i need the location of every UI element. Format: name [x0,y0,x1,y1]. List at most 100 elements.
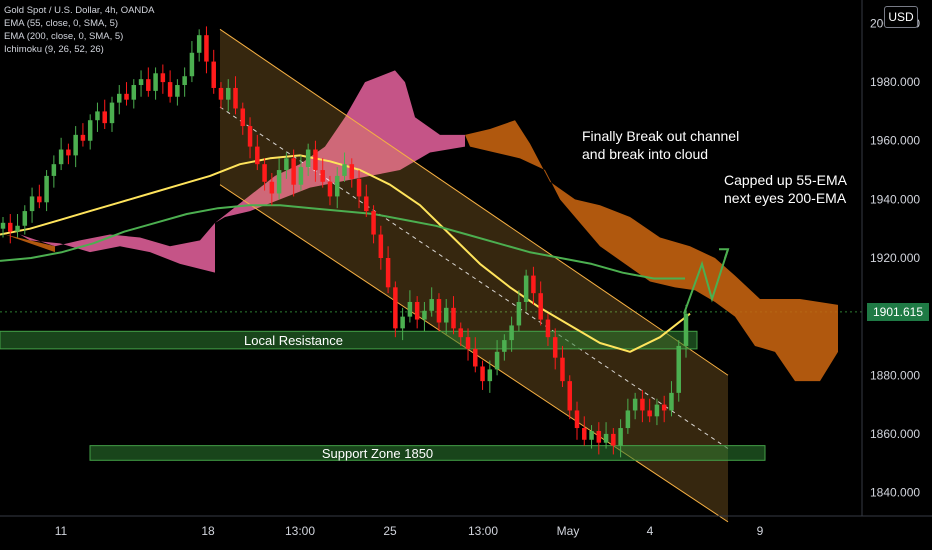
candle-body [327,181,333,197]
candle-body [560,357,565,382]
candle-body [211,61,216,88]
candle-body [160,73,166,83]
candle-body [661,404,667,411]
candle-body [22,211,28,226]
candle-body [458,328,464,338]
candle-body [247,126,253,147]
candle-body [509,325,514,341]
candle-body [29,196,35,212]
candle-body [538,293,543,320]
x-tick-label: 13:00 [285,524,315,538]
candle-body [153,73,158,91]
y-tick-label: 1880.000 [870,368,920,382]
candle-body [131,85,137,100]
cloud-bull-1 [20,222,215,273]
last-price-label: 1901.615 [867,303,929,321]
projection-arrowhead [719,248,730,259]
candle-body [400,316,405,329]
candle-body [225,87,231,100]
candle-body [640,398,645,411]
candle-body [473,348,478,367]
candle-body [574,410,580,429]
zone-rect [89,445,766,461]
legend-symbol: Gold Spot / U.S. Dollar, 4h, OANDA [4,5,155,16]
candle-body [117,93,122,103]
candle-body [0,222,6,229]
candle-body [407,301,413,317]
candle-body [146,79,151,91]
annotation-ema: Capped up 55-EMA next eyes 200-EMA [724,171,847,207]
candle-body [240,108,246,127]
candle-body [15,225,20,232]
candle-body [269,181,275,194]
cloud-bear-1 [465,120,838,382]
candle-body [196,35,202,53]
candle-body [393,287,398,329]
candle-body [683,313,689,346]
currency-button[interactable]: USD [884,6,918,28]
candle-body [654,404,660,417]
candle-body [189,52,195,77]
y-tick-label: 1920.000 [870,251,920,265]
candle-body [320,170,325,182]
candle-body [291,158,296,185]
candle-body [334,175,340,197]
candle-body [502,340,507,352]
x-tick-label: 4 [647,524,654,538]
x-tick-label: 25 [383,524,397,538]
candle-body [371,211,376,235]
candle-body [284,158,289,171]
candle-body [356,178,362,197]
annotation-ema-line2: next eyes 200-EMA [724,190,847,206]
candle-body [647,410,652,417]
candle-body [676,345,681,393]
candle-body [73,134,78,156]
candle-body [429,299,434,311]
x-tick-label: 9 [757,524,764,538]
y-tick-label: 1980.000 [870,75,920,89]
candle-body [567,381,572,411]
candle-body [305,149,311,168]
y-tick-label: 1840.000 [870,486,920,500]
annotation-breakout-line1: Finally Break out channel [582,128,740,144]
candle-body [44,175,49,203]
candle-body [58,149,64,165]
candle-body [66,149,71,156]
chart-legend: Gold Spot / U.S. Dollar, 4h, OANDA EMA (… [4,4,154,56]
candles [0,26,689,458]
zones: Local Resistance Support Zone 1850 [0,330,766,461]
candle-body [385,258,391,288]
candle-body [95,111,100,121]
candle-body [313,149,318,171]
candle-body [414,301,420,320]
candle-body [545,319,551,338]
candle-body [124,93,129,100]
candle-body [531,275,536,294]
projection-line [683,248,729,315]
candle-body [138,79,144,86]
annotation-ema-line1: Capped up 55-EMA [724,172,847,188]
candle-body [378,234,384,258]
cloud-bear-0 [5,234,55,253]
candle-body [255,146,260,165]
candle-body [582,428,587,440]
candle-body [80,134,86,141]
candle-body [516,301,522,326]
y-tick-label: 1940.000 [870,192,920,206]
candle-body [342,164,347,176]
legend-ichimoku: Ichimoku (9, 26, 52, 26) [4,44,104,55]
candle-body [611,433,616,446]
legend-ema200: EMA (200, close, 0, SMA, 5) [4,31,124,42]
candle-body [494,351,500,370]
ema200-line [0,204,685,280]
candle-body [487,369,493,382]
channel-fill [220,29,728,522]
x-tick-label: May [557,524,580,538]
candle-body [349,164,355,179]
candle-body [175,85,180,97]
x-tick-label: 11 [55,524,68,538]
candle-body [552,337,558,358]
candle-body [669,392,674,411]
projection-arrow [683,248,730,315]
